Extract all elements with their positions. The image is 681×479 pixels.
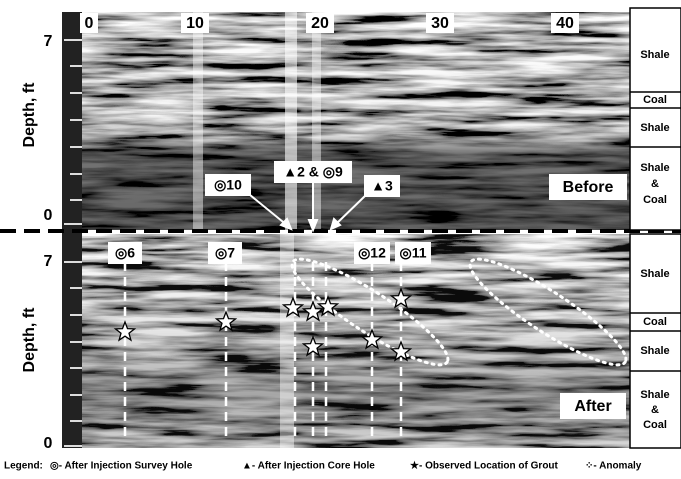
grout-star xyxy=(389,287,413,309)
stratum-label: & xyxy=(651,178,659,190)
x-label: 20 xyxy=(311,15,329,32)
panel-label: After xyxy=(574,398,611,415)
legend-item: ⁘- Anomaly xyxy=(585,461,642,472)
x-label: 0 xyxy=(85,15,94,32)
hole-label: ◎12 xyxy=(358,245,386,261)
grout-star xyxy=(316,295,340,317)
hole-label: ◎7 xyxy=(215,245,235,261)
after-annotations: ◎6 ◎7 ◎12 ◎11 After xyxy=(108,242,628,440)
grout-star xyxy=(214,310,238,332)
y-label: 0 xyxy=(44,435,53,452)
grout-stars xyxy=(113,287,413,362)
legend-title: Legend: xyxy=(4,461,43,472)
x-label: 10 xyxy=(186,15,204,32)
x-label: 40 xyxy=(556,15,574,32)
stratum-label: Shale xyxy=(640,268,669,280)
hole-label: ◎11 xyxy=(399,245,426,261)
stratum-label: Shale xyxy=(640,389,669,401)
y-label: 7 xyxy=(44,33,53,50)
grout-star xyxy=(360,328,384,350)
grout-star xyxy=(389,340,413,362)
stratum-label: Coal xyxy=(643,94,667,106)
stratum-label: Shale xyxy=(640,345,669,357)
grout-star xyxy=(281,296,305,318)
legend: Legend: ◎- After Injection Survey Hole ▲… xyxy=(4,461,642,472)
legend-item: ▲- After Injection Core Hole xyxy=(242,461,375,472)
legend-item: ★- Observed Location of Grout xyxy=(410,461,559,472)
y-label: 7 xyxy=(44,253,53,270)
before-annotations: ◎10 ▲2 & ◎9 ▲3 Before xyxy=(205,161,627,233)
stratum-label: Coal xyxy=(643,419,667,431)
stratum-label: Shale xyxy=(640,122,669,134)
strata-column: Shale Coal Shale Shale & Coal Shale Coal… xyxy=(629,7,681,449)
stratum-label: Shale xyxy=(640,49,669,61)
y-axis-title: Depth, ft xyxy=(21,307,38,373)
y-label: 0 xyxy=(44,207,53,224)
x-axis: 0 10 20 30 40 xyxy=(80,13,579,33)
grout-star xyxy=(113,320,137,342)
stratum-label: Shale xyxy=(640,162,669,174)
hole-label: ▲2 & ◎9 xyxy=(283,164,343,180)
legend-item: ◎- After Injection Survey Hole xyxy=(50,461,193,472)
stratum-label: Coal xyxy=(643,194,667,206)
hole-label: ▲3 xyxy=(371,178,393,194)
radargram-after xyxy=(62,234,630,448)
x-label: 30 xyxy=(431,15,449,32)
grout-star xyxy=(301,300,325,322)
stratum-label: Coal xyxy=(643,316,667,328)
radargram-before xyxy=(62,12,630,230)
hole-label: ◎6 xyxy=(115,245,135,261)
hole-label: ◎10 xyxy=(214,177,242,193)
stratum-label: & xyxy=(651,404,659,416)
grout-star xyxy=(301,335,325,357)
y-axis-title: Depth, ft xyxy=(21,82,38,148)
panel-label: Before xyxy=(563,179,614,196)
